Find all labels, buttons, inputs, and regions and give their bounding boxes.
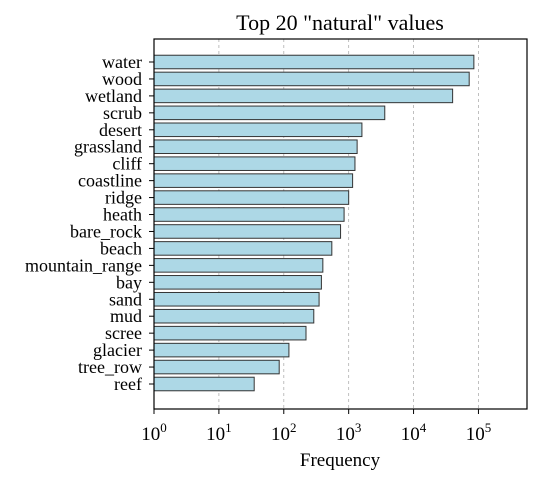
chart-title: Top 20 "natural" values <box>236 10 444 35</box>
bar-coastline <box>153 173 354 188</box>
y-tick-label: mountain_range <box>25 255 142 275</box>
y-tick-label: bare_rock <box>70 221 142 241</box>
bar-beach <box>153 241 333 256</box>
plot-frame <box>153 38 528 410</box>
x-tick-label: 105 <box>466 420 492 445</box>
bar-scree <box>153 325 307 341</box>
bars <box>153 54 475 392</box>
bar-desert <box>153 122 363 138</box>
bar-mud <box>153 308 315 324</box>
x-tick-label: 100 <box>141 420 167 445</box>
y-tick-label: heath <box>103 205 142 225</box>
bar-wood <box>153 71 470 87</box>
bar-tree-row <box>153 359 280 375</box>
x-axis-label: Frequency <box>300 450 381 471</box>
y-tick-label: sand <box>109 289 142 309</box>
bar-cliff <box>153 156 356 171</box>
y-tick-label: bay <box>116 272 142 292</box>
bar-wetland <box>153 88 454 104</box>
x-tick-label: 101 <box>206 420 232 445</box>
y-tick-label: wood <box>102 69 142 89</box>
bar-grassland <box>153 139 358 155</box>
y-tick-label: water <box>102 52 142 72</box>
bar-heath <box>153 207 345 222</box>
y-tick-label: mud <box>110 306 142 326</box>
y-tick-label: beach <box>100 238 142 258</box>
bar-scrub <box>153 105 386 121</box>
y-tick-label: desert <box>99 120 142 140</box>
y-tick-label: scree <box>105 323 142 343</box>
y-tick-label: grassland <box>74 137 142 157</box>
bar-bare-rock <box>153 224 342 239</box>
x-tick-label: 104 <box>401 420 427 445</box>
x-tick-label: 102 <box>271 420 297 445</box>
bar-water <box>153 54 475 70</box>
y-tick-label: coastline <box>78 171 142 191</box>
y-tick-label: ridge <box>105 188 142 208</box>
y-tick-label: wetland <box>85 86 142 106</box>
bar-mountain-range <box>153 258 324 273</box>
y-tick-label: cliff <box>112 154 142 174</box>
x-axis-tick-labels: 100 101 102 103 104 105 <box>141 409 491 445</box>
y-tick-label: tree_row <box>78 357 142 377</box>
bar-reef <box>153 376 255 392</box>
y-tick-label: glacier <box>93 340 142 360</box>
y-tick-label: reef <box>114 374 142 394</box>
y-axis-tick-labels: waterwoodwetlandscrubdesertgrasslandclif… <box>25 52 154 394</box>
bar-ridge <box>153 190 350 205</box>
bar-glacier <box>153 342 290 358</box>
y-tick-label: scrub <box>103 103 142 123</box>
x-tick-label: 103 <box>336 420 362 445</box>
bar-sand <box>153 291 320 307</box>
bar-bay <box>153 275 322 290</box>
